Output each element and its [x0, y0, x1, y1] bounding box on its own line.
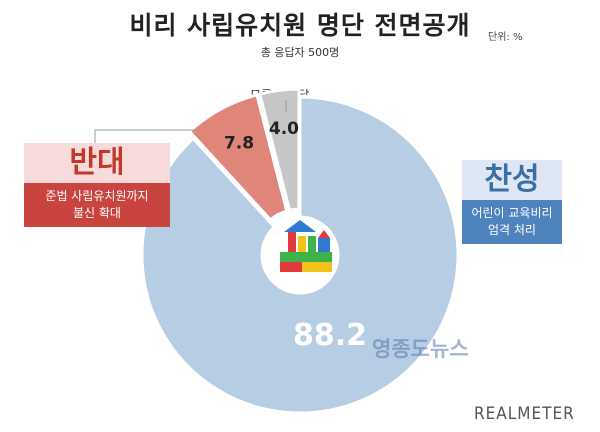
slice-oppose	[187, 93, 289, 223]
slice-dont-know	[257, 87, 301, 213]
oppose-panel: 반대 준법 사립유치원까지 불신 확대	[24, 143, 170, 227]
chart-title: 비리 사립유치원 명단 전면공개	[129, 11, 471, 40]
watermark: 영종도뉴스	[372, 337, 469, 361]
slice-support	[140, 95, 460, 415]
value-label-oppose: 7.8	[224, 133, 254, 153]
unit-label: 단위: %	[488, 32, 523, 43]
support-description: 어린이 교육비리 엄격 처리	[462, 200, 562, 244]
oppose-description: 준법 사립유치원까지 불신 확대	[24, 183, 170, 227]
value-label-support: 88.2	[293, 318, 367, 353]
support-heading: 찬성	[462, 160, 562, 200]
value-label-dont-know: 4.0	[269, 119, 299, 139]
oppose-heading: 반대	[24, 143, 170, 183]
oppose-line-1: 준법 사립유치원까지	[45, 189, 149, 203]
oppose-line-2: 불신 확대	[73, 206, 121, 220]
building-blocks-icon	[280, 220, 332, 272]
support-line-2: 엄격 처리	[488, 223, 536, 237]
brand-logo-text: REALMETER	[474, 404, 575, 424]
support-panel: 찬성 어린이 교육비리 엄격 처리	[462, 160, 562, 244]
support-line-1: 어린이 교육비리	[471, 206, 553, 220]
respondent-count: 총 응답자 500명	[260, 46, 340, 59]
